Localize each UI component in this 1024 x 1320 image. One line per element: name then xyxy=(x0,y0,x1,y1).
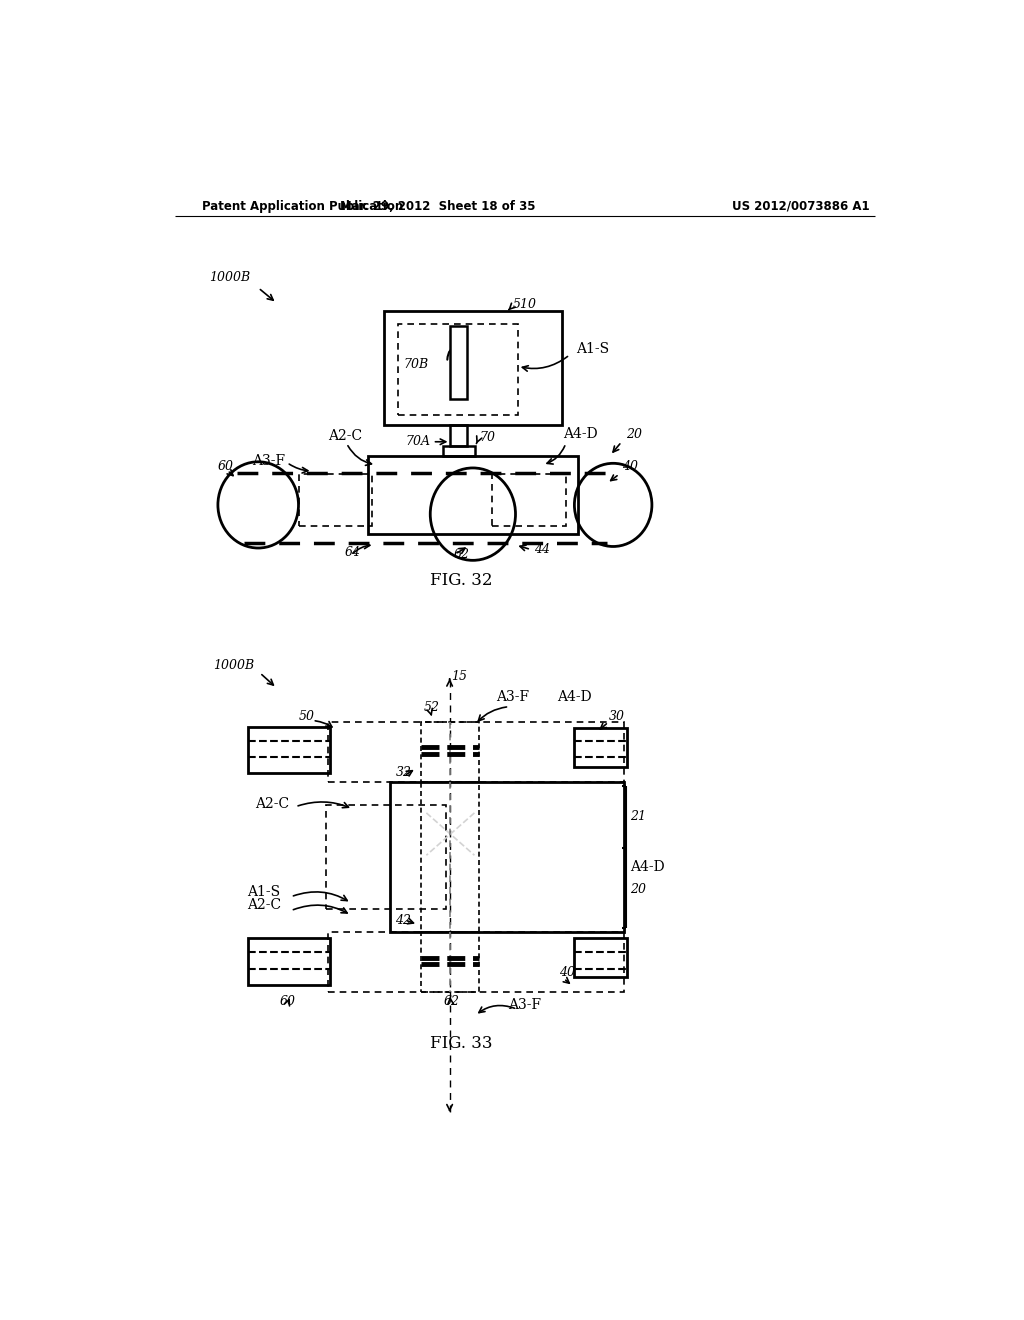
Text: 44: 44 xyxy=(535,543,550,556)
Bar xyxy=(248,726,330,774)
Text: 62: 62 xyxy=(443,995,460,1008)
Text: A4-D: A4-D xyxy=(557,690,592,705)
Text: A3-F: A3-F xyxy=(508,998,541,1012)
Text: 510: 510 xyxy=(513,298,538,312)
Text: A1-S: A1-S xyxy=(575,342,609,356)
Bar xyxy=(384,312,562,425)
Text: 62: 62 xyxy=(454,548,469,561)
Text: A4-D: A4-D xyxy=(563,428,598,441)
Text: 20: 20 xyxy=(630,883,646,896)
Text: A3-F: A3-F xyxy=(252,454,285,469)
Text: Patent Application Publication: Patent Application Publication xyxy=(202,199,402,213)
Text: 1000B: 1000B xyxy=(213,659,254,672)
Text: A4-D: A4-D xyxy=(630,859,665,874)
Bar xyxy=(493,474,566,527)
Bar xyxy=(328,722,624,781)
Bar xyxy=(421,722,479,781)
Bar xyxy=(397,323,518,414)
Text: 64: 64 xyxy=(345,546,361,560)
Bar xyxy=(369,455,578,535)
Text: 40: 40 xyxy=(623,459,638,473)
Bar xyxy=(451,425,467,446)
Text: FIG. 33: FIG. 33 xyxy=(430,1035,493,1052)
Bar xyxy=(421,932,479,993)
Text: 70B: 70B xyxy=(403,358,428,371)
Bar xyxy=(574,939,627,977)
Text: Mar. 29, 2012  Sheet 18 of 35: Mar. 29, 2012 Sheet 18 of 35 xyxy=(340,199,536,213)
Bar xyxy=(328,932,624,993)
Text: 70: 70 xyxy=(479,430,495,444)
Text: 50: 50 xyxy=(299,710,314,723)
Text: FIG. 32: FIG. 32 xyxy=(430,572,493,589)
Bar xyxy=(326,805,445,909)
Text: 60: 60 xyxy=(280,995,296,1008)
Text: A2-C: A2-C xyxy=(328,429,362,442)
Text: 21: 21 xyxy=(630,810,646,824)
Text: A2-C: A2-C xyxy=(255,797,289,810)
Bar xyxy=(421,781,479,932)
Text: 1000B: 1000B xyxy=(209,271,251,284)
Bar xyxy=(248,939,330,985)
Bar xyxy=(390,781,624,932)
Text: A1-S: A1-S xyxy=(248,886,281,899)
Text: 32: 32 xyxy=(395,767,412,779)
Text: 60: 60 xyxy=(217,459,233,473)
Text: 15: 15 xyxy=(452,671,467,684)
Text: 42: 42 xyxy=(395,915,412,927)
Text: A2-C: A2-C xyxy=(248,899,282,912)
Text: 70A: 70A xyxy=(406,436,430,449)
Text: US 2012/0073886 A1: US 2012/0073886 A1 xyxy=(732,199,870,213)
Bar xyxy=(574,729,627,767)
Bar xyxy=(442,446,475,455)
Text: 20: 20 xyxy=(626,428,642,441)
Bar xyxy=(451,326,467,400)
Bar xyxy=(299,474,372,527)
Text: 30: 30 xyxy=(608,710,625,723)
Text: 40: 40 xyxy=(559,966,574,979)
Text: 52: 52 xyxy=(424,701,440,714)
Text: A3-F: A3-F xyxy=(496,690,529,705)
